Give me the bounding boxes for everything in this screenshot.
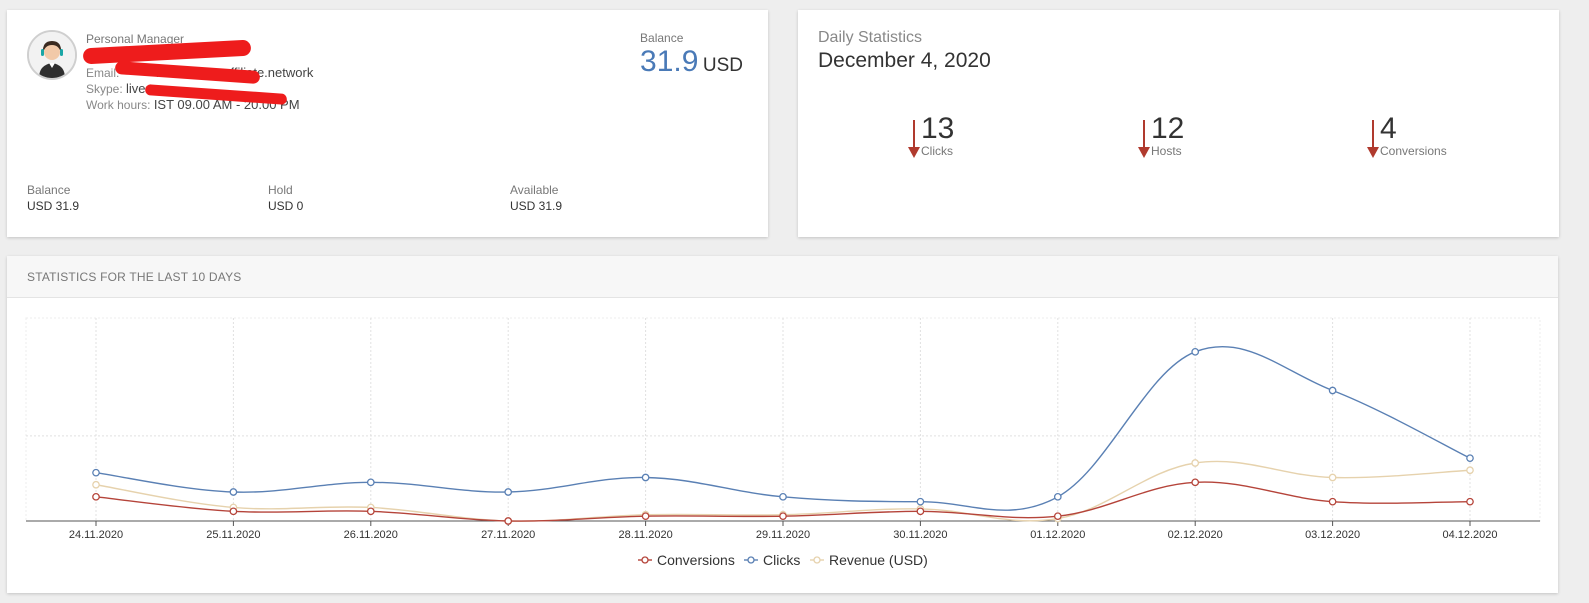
x-tick-label: 01.12.2020 — [1030, 529, 1085, 541]
legend-label: Clicks — [763, 552, 800, 568]
data-point — [92, 480, 100, 489]
data-point — [779, 512, 787, 521]
data-point — [1328, 473, 1337, 482]
data-point — [229, 507, 238, 516]
metric-value: 13 — [921, 112, 955, 145]
statistics-card: STATISTICS FOR THE LAST 10 DAYS 24.11.20… — [7, 256, 1558, 593]
available-item: Available USD 31.9 — [510, 182, 562, 214]
manager-avatar — [27, 30, 77, 80]
balance-currency: USD — [702, 55, 743, 76]
data-point — [1466, 497, 1474, 506]
legend-swatch-marker — [747, 556, 755, 564]
x-tick-label: 27.11.2020 — [481, 529, 535, 541]
hold-item-label: Hold — [268, 183, 293, 197]
manager-skype-value[interactable]: live. — [126, 81, 150, 96]
data-point — [641, 512, 650, 521]
daily-statistics-card: Daily Statistics December 4, 2020 13 Cli… — [798, 10, 1559, 237]
x-tick-label: 30.11.2020 — [893, 529, 947, 541]
data-point — [1191, 347, 1200, 356]
data-point — [1466, 466, 1474, 475]
data-point — [1191, 478, 1200, 487]
hold-item-value: USD 0 — [268, 199, 304, 213]
balance-item-value: USD 31.9 — [27, 199, 80, 213]
data-point — [92, 492, 100, 501]
manager-title: Personal Manager — [86, 32, 185, 46]
data-point — [916, 497, 925, 506]
down-arrow-icon — [1367, 120, 1379, 158]
statistics-header: STATISTICS FOR THE LAST 10 DAYS — [7, 256, 1558, 298]
data-point — [779, 492, 787, 501]
legend-label: Conversions — [657, 552, 735, 568]
balance-item-label: Balance — [27, 183, 71, 197]
manager-hours-label: Work hours: — [86, 98, 151, 112]
daily-statistics-date: December 4, 2020 — [818, 49, 991, 72]
data-point — [229, 488, 238, 496]
balance-amount: 31.9 — [640, 45, 699, 78]
data-point — [504, 488, 513, 496]
data-point — [1053, 512, 1062, 521]
series-line-clicks — [95, 346, 1471, 511]
down-arrow-icon — [908, 120, 920, 158]
x-tick-label: 24.11.2020 — [69, 529, 123, 541]
manager-skype-label: Skype: — [86, 82, 123, 96]
x-tick-label: 29.11.2020 — [756, 529, 810, 541]
data-point — [916, 507, 925, 516]
data-point — [366, 478, 375, 487]
data-point — [1053, 492, 1062, 501]
data-point — [1466, 454, 1474, 463]
hold-item: Hold USD 0 — [268, 182, 303, 214]
x-tick-label: 26.11.2020 — [344, 529, 398, 541]
data-point — [366, 507, 375, 516]
data-point — [92, 468, 100, 477]
x-tick-label: 03.12.2020 — [1305, 529, 1360, 541]
manager-card: Personal Manager Email: mambalayaaffilia… — [7, 10, 768, 237]
x-tick-label: 02.12.2020 — [1168, 529, 1223, 541]
manager-email-label: Email: — [86, 66, 120, 80]
metric-label: Hosts — [1151, 144, 1182, 158]
manager-skype: Skype: live. — [86, 81, 313, 97]
avatar-person-icon — [29, 32, 75, 78]
data-point — [1191, 459, 1200, 467]
data-point — [1328, 497, 1337, 506]
daily-statistics-title: Daily Statistics — [818, 29, 923, 46]
statistics-line-chart: 24.11.2020 25.11.2020 26.11.2020 27.11.2020… — [25, 317, 1541, 568]
legend-label: Revenue (USD) — [829, 552, 928, 568]
x-tick-label: 25.11.2020 — [206, 529, 260, 541]
x-tick-label: 04.12.2020 — [1442, 529, 1497, 541]
available-item-value: USD 31.9 — [510, 199, 563, 213]
legend-swatch-marker — [813, 556, 821, 564]
legend-swatch-marker — [641, 556, 649, 564]
statistics-title: STATISTICS FOR THE LAST 10 DAYS — [27, 270, 242, 284]
data-point — [641, 473, 650, 482]
metric-label: Conversions — [1380, 144, 1447, 158]
metric-value: 4 — [1380, 112, 1397, 145]
balance-item: Balance USD 31.9 — [27, 182, 79, 214]
data-point — [1328, 386, 1337, 395]
available-item-label: Available — [510, 183, 559, 197]
metric-label: Clicks — [921, 144, 953, 158]
balance-summary-label: Balance — [640, 31, 684, 45]
balance-summary: Balance 31.9 USD — [640, 31, 743, 79]
x-tick-label: 28.11.2020 — [618, 529, 672, 541]
data-point — [504, 517, 513, 525]
metric-value: 12 — [1151, 112, 1185, 145]
down-arrow-icon — [1138, 120, 1150, 158]
